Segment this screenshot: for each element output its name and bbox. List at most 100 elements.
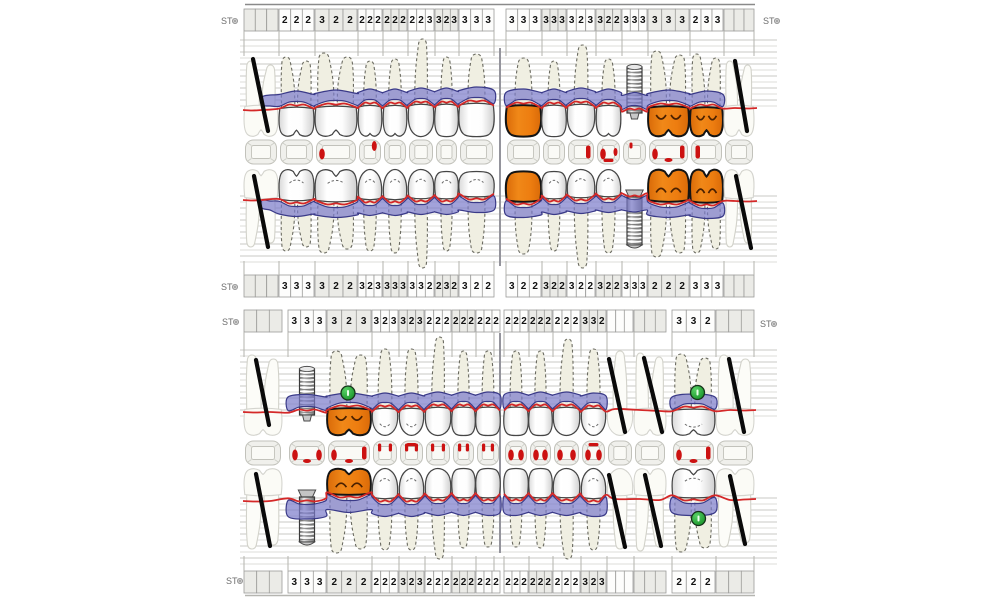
svg-text:2: 2: [400, 15, 406, 26]
svg-text:2: 2: [427, 316, 433, 327]
svg-text:2: 2: [468, 577, 474, 588]
svg-text:3: 3: [400, 316, 406, 327]
svg-text:2: 2: [333, 281, 339, 292]
svg-text:3: 3: [417, 577, 423, 588]
svg-text:3: 3: [640, 15, 646, 26]
svg-text:ST: ST: [222, 317, 234, 327]
svg-text:2: 2: [282, 15, 288, 26]
svg-text:2: 2: [591, 577, 597, 588]
svg-text:3: 3: [691, 316, 697, 327]
svg-text:2: 2: [427, 281, 433, 292]
svg-text:2: 2: [493, 577, 499, 588]
svg-text:2: 2: [384, 15, 390, 26]
svg-text:2: 2: [705, 316, 711, 327]
svg-text:2: 2: [485, 316, 491, 327]
svg-text:2: 2: [532, 281, 538, 292]
svg-text:3: 3: [559, 15, 565, 26]
svg-text:2: 2: [666, 281, 672, 292]
svg-text:2: 2: [606, 281, 612, 292]
svg-text:2: 2: [359, 15, 365, 26]
svg-text:3: 3: [532, 15, 538, 26]
svg-text:2: 2: [477, 577, 483, 588]
svg-text:3: 3: [632, 281, 638, 292]
svg-text:3: 3: [543, 15, 549, 26]
svg-text:2: 2: [606, 15, 612, 26]
svg-text:2: 2: [346, 577, 352, 588]
svg-text:3: 3: [451, 15, 457, 26]
svg-text:3: 3: [292, 316, 298, 327]
svg-text:2: 2: [513, 316, 519, 327]
svg-text:2: 2: [451, 281, 457, 292]
svg-text:2: 2: [505, 577, 511, 588]
svg-text:3: 3: [427, 15, 433, 26]
svg-text:2: 2: [693, 15, 699, 26]
svg-text:3: 3: [444, 281, 450, 292]
svg-text:3: 3: [305, 281, 311, 292]
svg-text:2: 2: [375, 15, 381, 26]
svg-text:ST: ST: [763, 16, 775, 26]
svg-text:3: 3: [623, 15, 629, 26]
svg-text:3: 3: [418, 281, 424, 292]
svg-text:3: 3: [319, 281, 325, 292]
svg-text:3: 3: [666, 15, 672, 26]
svg-text:3: 3: [543, 281, 549, 292]
svg-text:2: 2: [676, 577, 682, 588]
svg-text:2: 2: [545, 316, 551, 327]
svg-text:2: 2: [551, 281, 557, 292]
svg-text:2: 2: [474, 281, 480, 292]
svg-text:3: 3: [282, 281, 288, 292]
svg-text:3: 3: [693, 281, 699, 292]
svg-text:2: 2: [382, 577, 388, 588]
svg-text:2: 2: [453, 316, 459, 327]
svg-text:3: 3: [599, 577, 605, 588]
svg-text:3: 3: [597, 15, 603, 26]
svg-text:2: 2: [555, 577, 561, 588]
svg-text:2: 2: [513, 577, 519, 588]
svg-text:3: 3: [632, 15, 638, 26]
svg-text:2: 2: [652, 281, 658, 292]
svg-text:2: 2: [382, 316, 388, 327]
svg-text:3: 3: [292, 577, 298, 588]
svg-text:2: 2: [485, 281, 491, 292]
svg-text:3: 3: [640, 281, 646, 292]
svg-text:3: 3: [521, 15, 527, 26]
svg-text:3: 3: [359, 281, 365, 292]
svg-text:2: 2: [599, 316, 605, 327]
svg-text:3: 3: [591, 316, 597, 327]
svg-text:2: 2: [436, 281, 442, 292]
svg-text:2: 2: [705, 577, 711, 588]
svg-text:2: 2: [347, 281, 353, 292]
svg-text:ST: ST: [760, 319, 772, 329]
svg-text:3: 3: [485, 15, 491, 26]
svg-text:2: 2: [545, 577, 551, 588]
svg-text:2: 2: [435, 316, 441, 327]
svg-text:2: 2: [305, 15, 311, 26]
svg-text:3: 3: [384, 281, 390, 292]
svg-text:3: 3: [392, 281, 398, 292]
svg-text:2: 2: [410, 15, 416, 26]
svg-text:3: 3: [679, 15, 685, 26]
svg-text:2: 2: [346, 316, 352, 327]
svg-text:2: 2: [444, 316, 450, 327]
svg-text:2: 2: [691, 577, 697, 588]
svg-text:3: 3: [715, 15, 721, 26]
svg-text:3: 3: [319, 15, 325, 26]
svg-text:2: 2: [578, 15, 584, 26]
svg-text:2: 2: [521, 316, 527, 327]
svg-text:3: 3: [375, 281, 381, 292]
svg-text:3: 3: [715, 281, 721, 292]
svg-text:2: 2: [409, 577, 415, 588]
svg-text:3: 3: [304, 577, 310, 588]
svg-text:2: 2: [367, 15, 373, 26]
svg-text:2: 2: [418, 15, 424, 26]
svg-text:2: 2: [347, 15, 353, 26]
svg-text:2: 2: [367, 281, 373, 292]
svg-text:3: 3: [509, 281, 515, 292]
svg-text:3: 3: [417, 316, 423, 327]
svg-text:3: 3: [623, 281, 629, 292]
svg-text:2: 2: [361, 577, 367, 588]
svg-text:3: 3: [391, 316, 397, 327]
svg-text:2: 2: [427, 577, 433, 588]
svg-text:3: 3: [317, 316, 323, 327]
svg-text:3: 3: [410, 281, 416, 292]
